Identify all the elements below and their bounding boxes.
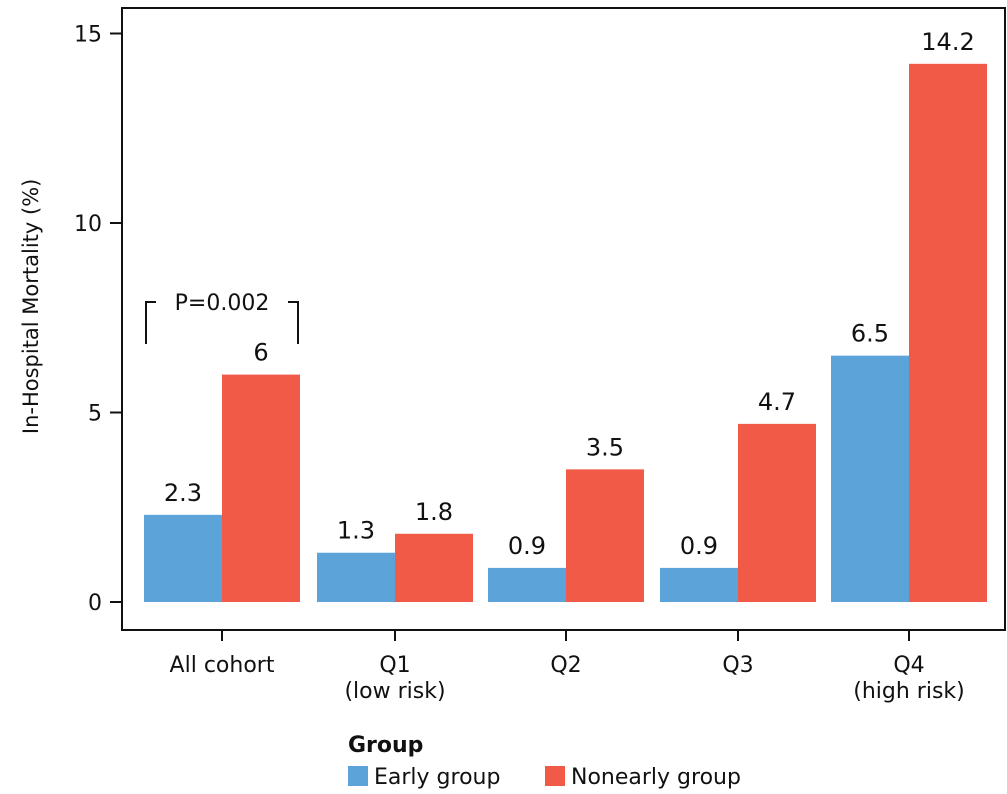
bar-early	[488, 567, 566, 602]
data-label: 1.3	[337, 517, 375, 545]
bar-nonearly	[566, 469, 644, 602]
annotation-bracket-left	[145, 301, 156, 344]
plot-area: 0 5 10 15 In-Hospital Mortality (%) All cohor…	[19, 7, 1006, 704]
data-label: 14.2	[921, 28, 974, 56]
annotation-bracket-right	[288, 301, 299, 344]
data-label: 6	[253, 339, 268, 367]
bar-early	[831, 355, 909, 602]
legend-swatch	[545, 766, 565, 786]
x-tick-label: Q1	[379, 653, 410, 678]
bar-nonearly	[222, 374, 300, 602]
legend-title: Group	[348, 733, 423, 758]
bar-nonearly	[909, 63, 987, 602]
annotation: P=0.002	[145, 291, 299, 344]
bar-early	[317, 552, 395, 602]
data-label: 6.5	[851, 320, 889, 348]
data-label: 0.9	[508, 532, 546, 560]
y-tick-label: 15	[74, 23, 102, 48]
data-label: 2.3	[164, 479, 202, 507]
x-tick-label: All cohort	[170, 653, 275, 678]
legend: Group Early group Nonearly group	[348, 733, 741, 790]
data-label: 1.8	[415, 498, 453, 526]
x-tick-label: Q4	[893, 653, 924, 678]
bars	[144, 63, 987, 602]
x-tick-label: (high risk)	[853, 679, 964, 704]
bar-early	[144, 514, 222, 602]
x-tick-label: (low risk)	[344, 679, 445, 704]
p-value-annotation: P=0.002	[175, 291, 270, 316]
y-tick-label: 10	[74, 212, 102, 237]
data-label: 4.7	[758, 388, 796, 416]
data-label: 3.5	[586, 433, 624, 461]
bar-early	[660, 567, 738, 602]
y-tick-label: 0	[88, 591, 102, 616]
y-axis-title: In-Hospital Mortality (%)	[19, 179, 43, 435]
x-tick-label: Q2	[550, 653, 581, 678]
legend-entry: Early group	[374, 765, 500, 790]
x-tick-label: Q3	[722, 653, 753, 678]
data-label: 0.9	[680, 532, 718, 560]
y-tick-label: 5	[88, 402, 102, 427]
value-labels: 2.3 6 1.3 1.8 0.9 3.5 0.9 4.7 6.5 14.2	[164, 28, 975, 560]
legend-entry: Nonearly group	[571, 765, 741, 790]
bar-nonearly	[738, 423, 816, 602]
bar-nonearly	[395, 533, 473, 602]
legend-swatch	[348, 766, 368, 786]
plot-frame	[121, 7, 1006, 631]
